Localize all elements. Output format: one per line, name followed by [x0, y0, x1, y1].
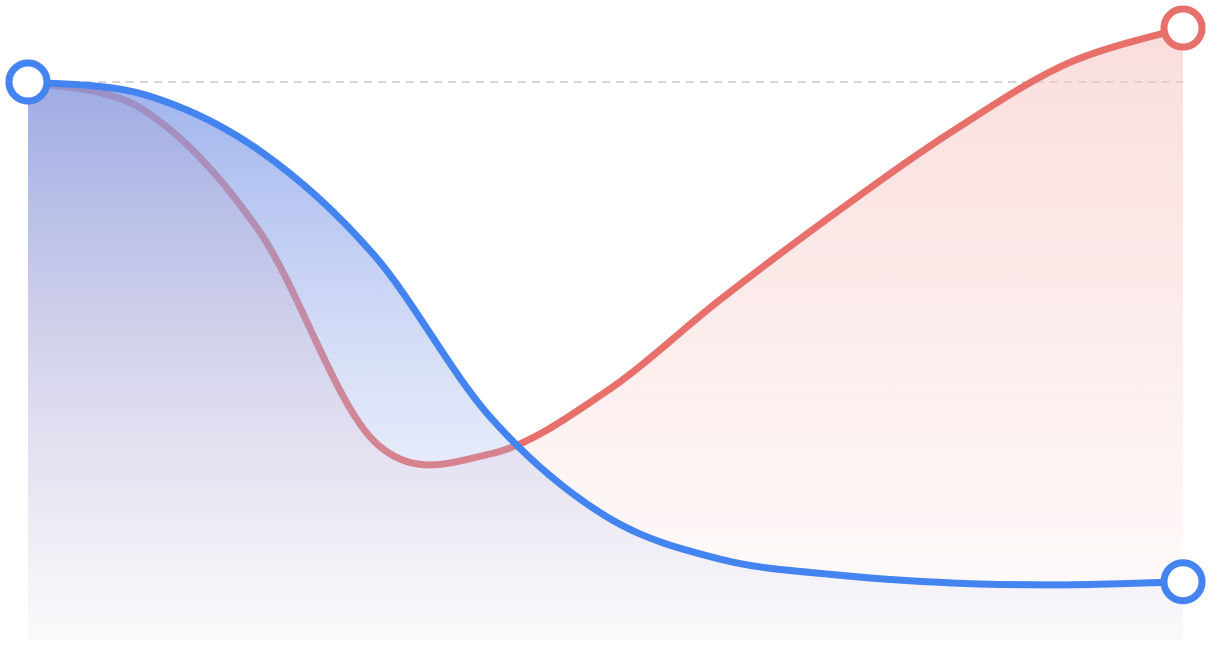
end-marker [1160, 5, 1206, 51]
line [24, 78, 1187, 589]
area [28, 82, 1183, 640]
end-marker [1160, 559, 1206, 605]
end-marker [5, 59, 51, 105]
